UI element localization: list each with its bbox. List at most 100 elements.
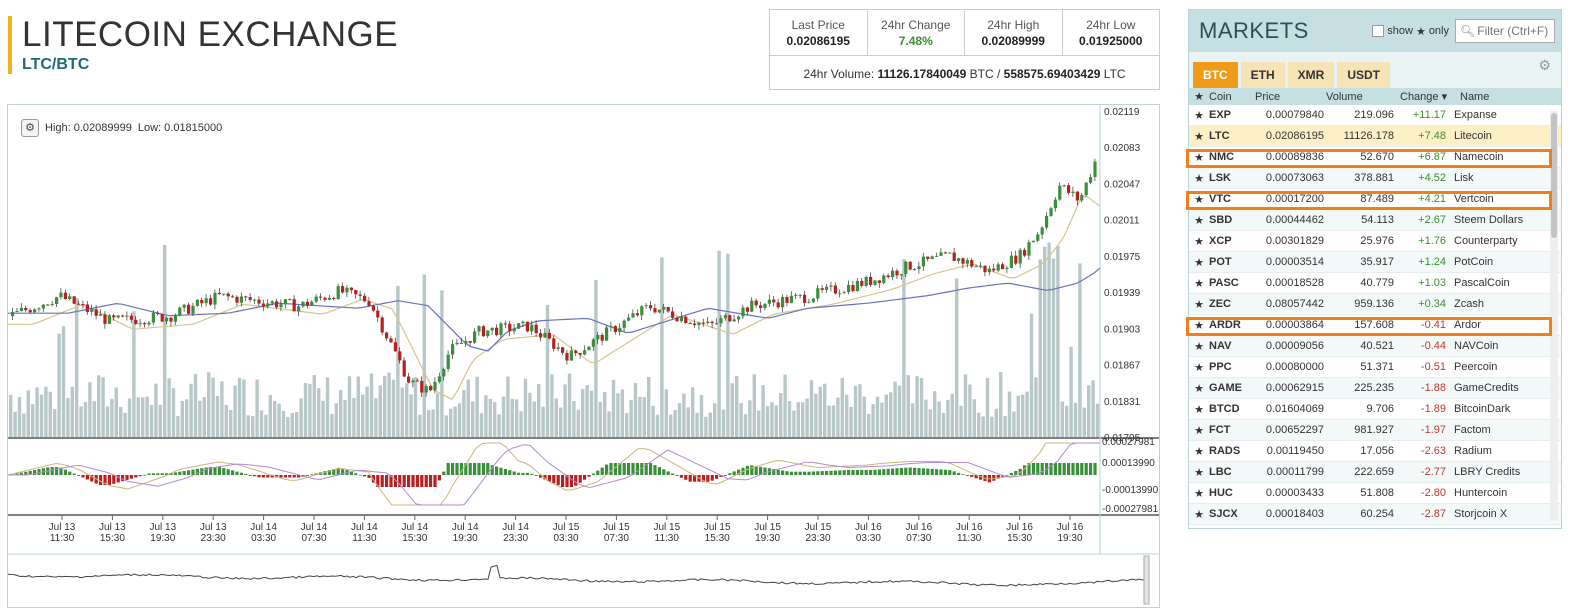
markets-scrollbar[interactable] (1550, 111, 1558, 521)
market-row-vtc[interactable]: ★ VTC 0.00017200 87.489 +4.21 Vertcoin (1189, 189, 1561, 210)
price-chart[interactable]: 0.02119 0.02083 0.02047 0.02011 0.01975 0.019… (7, 104, 1160, 608)
macd-bar (552, 475, 556, 484)
macd-bar (679, 475, 683, 478)
star-icon[interactable]: ★ (1194, 277, 1204, 290)
candle-body (151, 312, 155, 323)
market-row-nav[interactable]: ★ NAV 0.00009056 40.521 -0.44 NAVCoin (1189, 336, 1561, 357)
star-icon[interactable]: ★ (1194, 487, 1204, 500)
markets-column-header: ★ Coin Price Volume Change ▾ Name (1189, 88, 1561, 105)
candle-body (270, 301, 274, 304)
market-row-ltc[interactable]: ★ LTC 0.02086195 11126.178 +7.48 Litecoin (1189, 126, 1561, 147)
filter-input[interactable] (1475, 23, 1560, 39)
sort-down-icon: ▾ (1441, 91, 1448, 103)
star-icon[interactable]: ★ (1194, 361, 1204, 374)
volume-bar (977, 412, 981, 437)
star-icon[interactable]: ★ (1194, 109, 1204, 122)
star-icon[interactable]: ★ (1194, 508, 1204, 521)
market-row-xcp[interactable]: ★ XCP 0.00301829 25.976 +1.76 Counterparty (1189, 231, 1561, 252)
tab-usdt[interactable]: USDT (1337, 62, 1391, 88)
market-row-sbd[interactable]: ★ SBD 0.00044462 54.113 +2.67 Steem Dollars (1189, 210, 1561, 231)
market-row-exp[interactable]: ★ EXP 0.00079840 219.096 +11.17 Expanse (1189, 105, 1561, 126)
market-row-pasc[interactable]: ★ PASC 0.00018528 40.779 +1.03 PascalCoin (1189, 273, 1561, 294)
macd-bar (943, 469, 947, 475)
tab-btc[interactable]: BTC (1193, 62, 1238, 88)
star-icon[interactable]: ★ (1194, 424, 1204, 437)
volume-bar (149, 405, 154, 437)
market-row-sjcx[interactable]: ★ SJCX 0.00018403 60.254 -2.87 Storjcoin X (1189, 504, 1561, 525)
macd-bar (389, 475, 393, 487)
macd-bar (596, 470, 600, 475)
volume-bar (339, 390, 343, 437)
star-icon[interactable]: ★ (1194, 172, 1204, 185)
macd-bar (891, 468, 895, 475)
star-icon[interactable]: ★ (1194, 298, 1204, 311)
volume-bar (303, 383, 308, 437)
star-icon[interactable]: ★ (1194, 235, 1204, 248)
market-tabs: BTC ETH XMR USDT ⚙ (1189, 52, 1561, 88)
col-change[interactable]: Change ▾ (1396, 90, 1452, 103)
volume-bar (801, 402, 805, 437)
volume-bar (796, 402, 800, 437)
star-icon[interactable]: ★ (1194, 130, 1204, 143)
col-coin[interactable]: Coin (1209, 90, 1232, 103)
market-row-lsk[interactable]: ★ LSK 0.00073063 378.881 +4.52 Lisk (1189, 168, 1561, 189)
star-icon[interactable]: ★ (1194, 214, 1204, 227)
star-icon[interactable]: ★ (1194, 256, 1204, 269)
market-row-pot[interactable]: ★ POT 0.00003514 35.917 +1.24 PotCoin (1189, 252, 1561, 273)
col-name[interactable]: Name (1460, 90, 1490, 103)
star-icon[interactable]: ★ (1194, 445, 1204, 458)
market-row-game[interactable]: ★ GAME 0.00062915 225.235 -1.88 GameCredits (1189, 378, 1561, 399)
star-icon[interactable]: ★ (1194, 403, 1204, 416)
market-row-huc[interactable]: ★ HUC 0.00003433 51.808 -2.80 Huntercoin (1189, 483, 1561, 504)
volume-bar (669, 414, 673, 437)
gear-icon[interactable]: ⚙ (21, 119, 39, 137)
markets-scrollbar-thumb[interactable] (1551, 113, 1557, 238)
time-tick-time: 07:30 (906, 533, 931, 544)
market-row-zec[interactable]: ★ ZEC 0.08057442 959.136 +0.34 Zcash (1189, 294, 1561, 315)
candle-body (618, 327, 622, 332)
coin-price: 0.00073063 (1265, 172, 1324, 184)
candle-body (275, 301, 279, 308)
volume-bar (325, 377, 330, 437)
macd-bar (63, 469, 67, 475)
macd-bar (138, 475, 142, 477)
star-icon[interactable]: ★ (1194, 319, 1204, 332)
macd-bar (178, 471, 182, 475)
star-icon[interactable]: ★ (1194, 193, 1204, 206)
star-column-icon[interactable]: ★ (1194, 91, 1204, 103)
market-row-fct[interactable]: ★ FCT 0.00652297 981.927 -1.97 Factom (1189, 420, 1561, 441)
col-price[interactable]: Price (1255, 90, 1281, 103)
star-icon[interactable]: ★ (1194, 466, 1204, 479)
macd-bar (825, 471, 829, 475)
time-tick-date: Jul 14 (401, 522, 428, 533)
candle-body (231, 296, 235, 298)
show-starred-checkbox[interactable] (1372, 25, 1385, 37)
filter-box[interactable]: 🔍︎ (1455, 19, 1560, 43)
star-icon[interactable]: ★ (1194, 340, 1204, 353)
star-icon[interactable]: ★ (1194, 382, 1204, 395)
candle-body (627, 317, 631, 321)
volume-bar (145, 396, 149, 437)
tab-xmr[interactable]: XMR (1287, 62, 1335, 88)
market-row-rads[interactable]: ★ RADS 0.00119450 17.056 -2.63 Radium (1189, 441, 1561, 462)
macd-bar (948, 470, 952, 475)
volume-bar (783, 374, 787, 437)
chart-canvas[interactable]: 0.02119 0.02083 0.02047 0.02011 0.01975 0.019… (8, 105, 1159, 607)
candle-body (750, 300, 754, 312)
market-row-ppc[interactable]: ★ PPC 0.00080000 51.371 -0.51 Peercoin (1189, 357, 1561, 378)
candle-body (1071, 191, 1075, 193)
settings-gear-icon[interactable]: ⚙ (1538, 57, 1551, 73)
low-stat: 24hr Low 0.01925000 (1063, 10, 1160, 55)
col-volume[interactable]: Volume (1326, 90, 1363, 103)
market-row-btcd[interactable]: ★ BTCD 0.01604069 9.706 -1.89 BitcoinDark (1189, 399, 1561, 420)
star-icon[interactable]: ★ (1194, 151, 1204, 164)
volume-bar (827, 405, 831, 437)
market-row-lbc[interactable]: ★ LBC 0.00011799 222.659 -2.77 LBRY Credits (1189, 462, 1561, 483)
time-tick-date: Jul 15 (653, 522, 680, 533)
show-starred-only[interactable]: show ★ only (1372, 25, 1449, 38)
coin-name: Factom (1454, 424, 1491, 436)
tab-eth[interactable]: ETH (1240, 62, 1285, 88)
candle-body (99, 314, 103, 316)
volume-bar (418, 414, 422, 437)
candle-body (398, 351, 402, 361)
